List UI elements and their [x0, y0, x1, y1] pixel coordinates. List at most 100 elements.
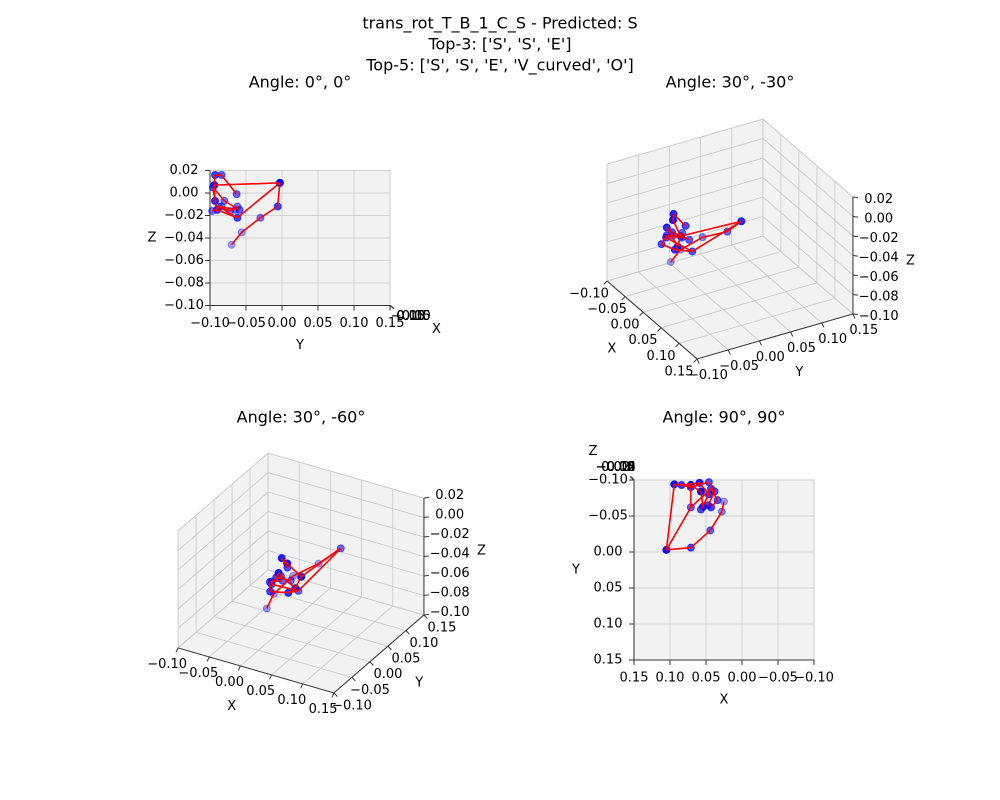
tick-mark [675, 342, 680, 348]
bone [674, 248, 693, 253]
bone [672, 213, 687, 227]
y-tick-label: −0.10 [688, 368, 728, 383]
y-tick-label: −0.05 [719, 359, 759, 374]
y-tick-label: 0.15 [849, 323, 878, 338]
z-tick-label: −0.04 [430, 547, 470, 562]
grid-line [177, 530, 269, 610]
bone [690, 529, 711, 549]
tick-mark [821, 322, 825, 328]
y-tick-label: 0.10 [818, 332, 847, 347]
tick-mark [423, 535, 429, 538]
z-tick-label: 0.00 [864, 211, 893, 226]
z-tick-label: −0.10 [164, 298, 204, 313]
x-tick-label: 0.10 [647, 349, 676, 364]
bone [214, 182, 280, 186]
bone [241, 217, 261, 234]
tick-mark [639, 311, 644, 317]
tick-mark [423, 594, 429, 596]
subplot-title: Angle: 90°, 90° [663, 408, 786, 427]
tick-mark [423, 516, 429, 519]
grid-line [271, 596, 362, 676]
x-axis-label: X [432, 322, 441, 337]
z-tick-label: −0.06 [164, 253, 204, 268]
tick-mark [423, 613, 429, 616]
grid-line [637, 271, 729, 351]
y-tick-label: −0.05 [350, 683, 390, 698]
z-tick-label: −0.06 [430, 566, 470, 581]
bone [691, 220, 742, 253]
tick-mark [405, 630, 410, 635]
y-tick-label: 0.10 [594, 617, 623, 632]
z-tick-label: −0.04 [596, 460, 636, 475]
tick-mark [603, 280, 608, 285]
grid-line [267, 491, 425, 538]
bone [666, 546, 691, 551]
bone [671, 231, 690, 241]
tick-mark [852, 293, 858, 296]
subplot-title: Angle: 30°, -60° [237, 408, 366, 427]
bone [223, 200, 240, 211]
tick-mark [852, 235, 858, 238]
bone [278, 572, 296, 589]
x-tick-label: 0.05 [629, 333, 658, 348]
grid-line [267, 530, 425, 577]
grid-line [660, 282, 818, 329]
z-tick-label: 0.02 [170, 163, 199, 178]
x-tick-label: −0.05 [391, 309, 431, 324]
grid-line [624, 251, 782, 297]
tick-mark [621, 296, 626, 301]
bone [708, 481, 716, 492]
z-axis-label: Z [589, 444, 598, 459]
x-tick-label: 0.15 [665, 364, 694, 379]
bone [710, 499, 719, 508]
x-tick-label: 0.05 [396, 309, 425, 324]
grid-line [762, 157, 854, 237]
z-tick-label: 0.00 [170, 186, 199, 201]
z-tick-label: 0.00 [601, 460, 630, 475]
z-tick-label: 0.02 [601, 460, 630, 475]
z-axis-label: Z [477, 544, 486, 559]
bone [276, 182, 281, 207]
y-tick-label: 0.10 [409, 636, 438, 651]
z-tick-label: −0.04 [164, 231, 204, 246]
grid-line [231, 600, 389, 647]
z-tick-label: −0.02 [859, 231, 899, 246]
subplot-title: Angle: 0°, 0° [249, 73, 352, 92]
bone [690, 481, 710, 488]
z-axis-label: Z [906, 253, 915, 268]
bone [271, 583, 299, 592]
bone [700, 494, 710, 510]
x-tick-label: 0.00 [611, 318, 640, 333]
bone [674, 483, 682, 486]
bone [709, 511, 723, 531]
tick-mark [630, 476, 635, 481]
bone [286, 562, 302, 578]
grid-line [213, 616, 371, 663]
grid-line [177, 452, 269, 532]
tick-mark [300, 683, 304, 689]
bone [218, 205, 231, 212]
z-tick-label: 0.02 [435, 488, 464, 503]
bone [266, 593, 275, 609]
grid-line [606, 177, 764, 223]
x-tick-label: 0.15 [309, 702, 338, 717]
bone [212, 186, 226, 202]
bone [681, 482, 700, 486]
tick-mark [333, 692, 338, 697]
x-tick-label: 0.15 [396, 309, 425, 324]
grid-line [606, 196, 764, 243]
x-tick-label: −0.10 [794, 671, 834, 686]
subplot: Angle: 30°, -60°−0.10−0.050.000.050.100.… [147, 408, 486, 717]
bone [721, 501, 725, 512]
grid-line [606, 157, 764, 204]
x-tick-label: 0.10 [277, 693, 306, 708]
grid-line [267, 569, 425, 616]
x-axis-label: X [227, 699, 236, 714]
subplot: Angle: 30°, -30°−0.10−0.050.000.050.100.… [569, 73, 915, 383]
z-tick-label: −0.04 [859, 250, 899, 265]
bone [665, 506, 692, 551]
y-tick-label: 0.00 [756, 350, 785, 365]
bone [710, 488, 719, 501]
tick-mark [852, 274, 858, 277]
grid-line [195, 631, 353, 678]
